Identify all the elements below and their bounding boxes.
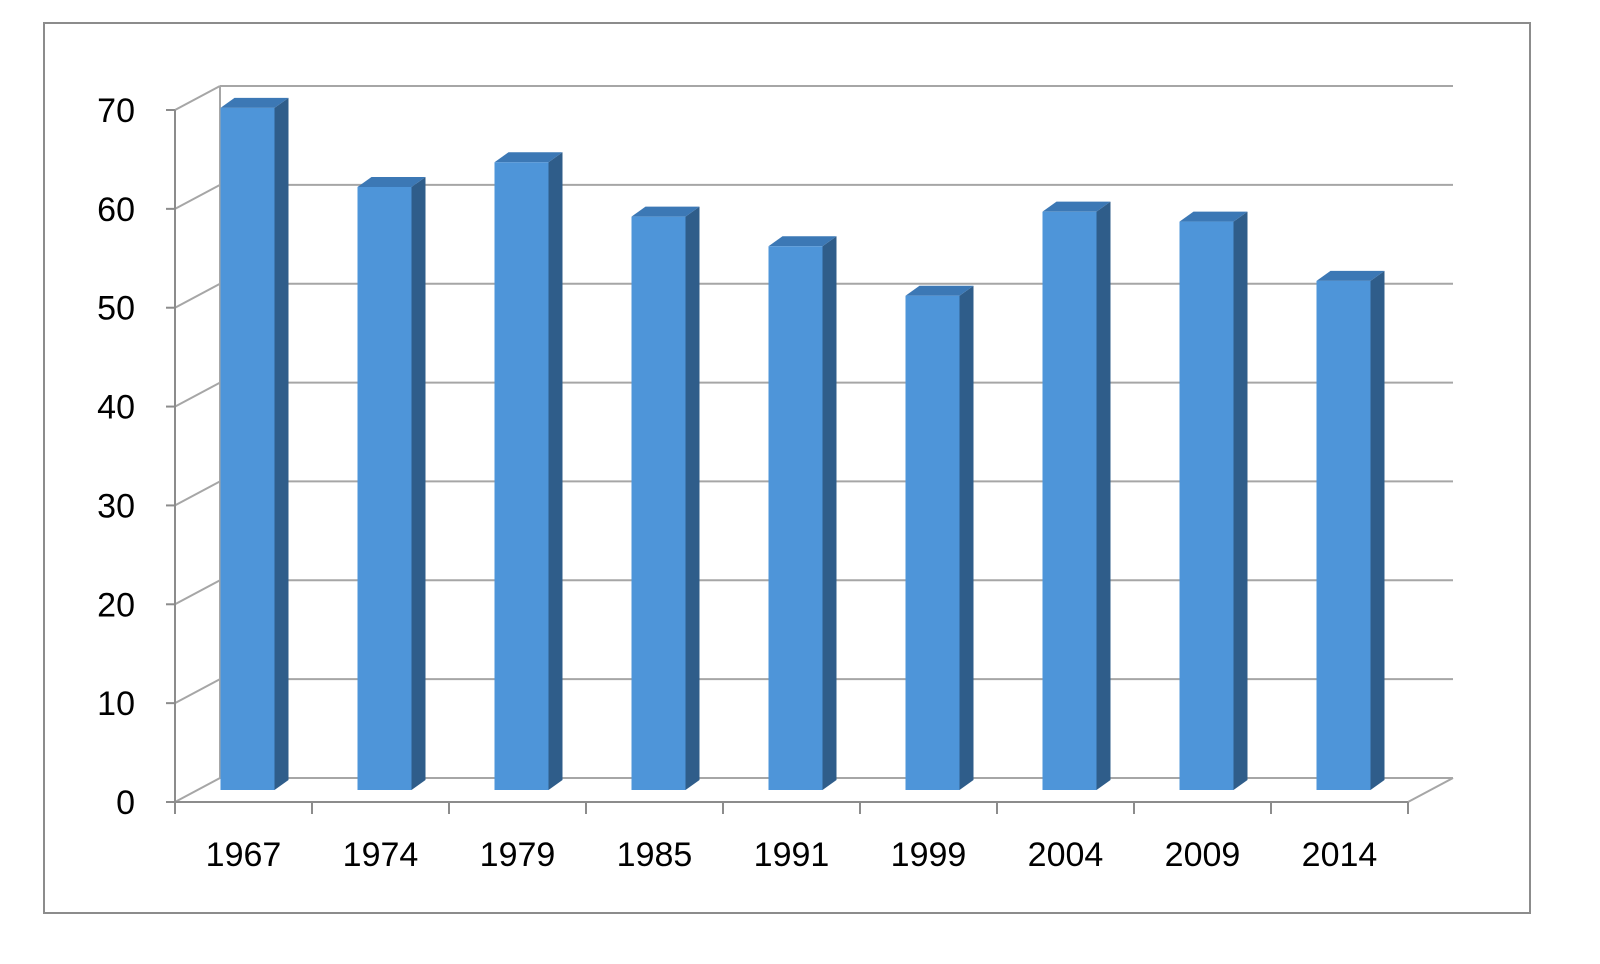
- bar: [631, 206, 700, 791]
- bar-front: [905, 295, 960, 790]
- gridline-diagonal: [174, 282, 221, 309]
- bar-front: [357, 186, 412, 790]
- gridline-diagonal: [174, 678, 221, 705]
- x-tick-label: 1999: [891, 836, 967, 874]
- gridline-diagonal: [174, 85, 221, 111]
- bar-top: [220, 97, 289, 108]
- bar-front: [494, 162, 549, 790]
- bar-side: [411, 176, 426, 790]
- bar-side: [1370, 270, 1385, 790]
- bar: [357, 176, 426, 790]
- bar-side: [548, 152, 563, 790]
- bar-top: [494, 152, 563, 163]
- bar-side: [685, 206, 700, 791]
- x-tick-label: 1985: [617, 836, 693, 874]
- y-tick-label: 30: [97, 487, 135, 525]
- bar-front: [631, 216, 686, 791]
- bar-side: [274, 97, 289, 790]
- x-tick-label: 2004: [1028, 836, 1104, 874]
- bar-side: [1233, 211, 1248, 791]
- bar-side: [822, 236, 837, 791]
- x-tick-label: 2009: [1165, 836, 1241, 874]
- floor-edge: [1407, 777, 1454, 803]
- axes: 0 10 20 30 40 50 60 70 1967 1974 1979 1985 1991 1999 2…: [97, 92, 1409, 874]
- gridline-diagonal: [174, 183, 221, 210]
- bar-top: [1179, 211, 1248, 222]
- bar-top: [1316, 270, 1385, 281]
- bar: [1179, 211, 1248, 791]
- gridline-diagonal: [174, 579, 221, 606]
- x-tick-label: 1979: [480, 836, 556, 874]
- bars: [220, 97, 1385, 791]
- bar-top: [768, 236, 837, 247]
- x-tick-label: 1967: [206, 836, 282, 874]
- bar-front: [1179, 221, 1234, 791]
- bar-top: [905, 285, 974, 296]
- gridline-diagonal: [174, 381, 221, 408]
- bar-top: [1042, 201, 1111, 212]
- bar-front: [768, 246, 823, 791]
- gridline-diagonal: [174, 480, 221, 507]
- bar: [220, 97, 289, 790]
- bar-side: [959, 285, 974, 790]
- bar-top: [631, 206, 700, 217]
- y-tick-label: 20: [97, 586, 135, 624]
- x-tick-label: 2014: [1302, 836, 1378, 874]
- bar-side: [1096, 201, 1111, 790]
- y-tick-label: 50: [97, 290, 135, 328]
- bar: [494, 152, 563, 790]
- y-tick-label: 0: [116, 784, 135, 822]
- y-tick-label: 60: [97, 191, 135, 229]
- bar-front: [1316, 280, 1371, 790]
- bar: [768, 236, 837, 791]
- bar-front: [220, 107, 275, 790]
- bar: [1316, 270, 1385, 790]
- y-tick-label: 70: [97, 92, 135, 130]
- y-tick-label: 10: [97, 685, 135, 723]
- gridline-diagonal: [174, 777, 221, 803]
- bar-top: [357, 176, 426, 187]
- bar-front: [1042, 211, 1097, 790]
- bar: [1042, 201, 1111, 790]
- bar: [905, 285, 974, 790]
- y-tick-label: 40: [97, 389, 135, 427]
- x-tick-label: 1974: [343, 836, 419, 874]
- x-tick-label: 1991: [754, 836, 830, 874]
